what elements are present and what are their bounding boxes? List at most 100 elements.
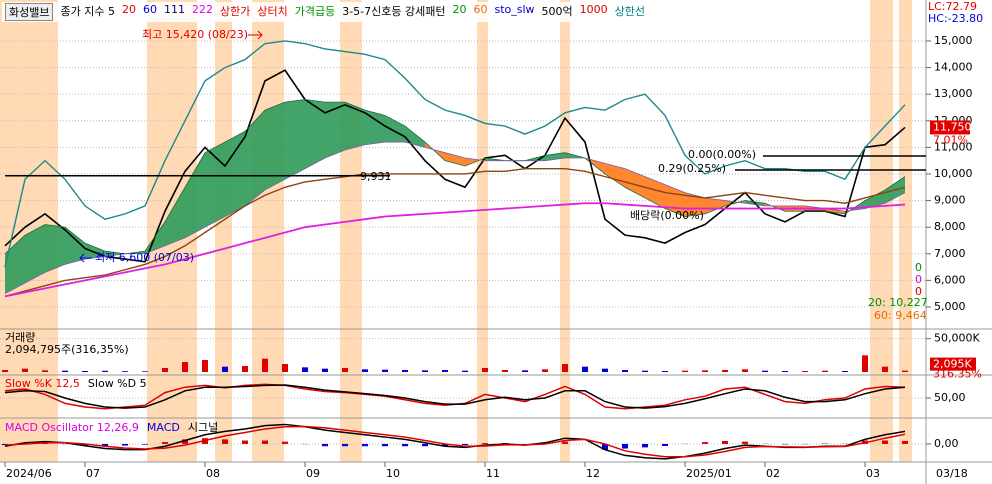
volume-bar <box>2 370 8 372</box>
volume-tag <box>930 357 976 371</box>
annotation: 0 <box>915 285 922 298</box>
volume-bar <box>602 368 608 372</box>
highlight-band <box>477 0 488 462</box>
volume-bar <box>342 368 348 372</box>
volume-bar <box>842 371 848 372</box>
volume-bar <box>502 370 508 372</box>
volume-bar <box>202 360 208 372</box>
legend-item: 111 <box>163 3 185 16</box>
volume-bar <box>702 370 708 372</box>
legend-label: 시그널 <box>188 421 218 434</box>
oscillator-bar <box>562 441 568 444</box>
x-tick-label: 2024/06 <box>6 467 52 480</box>
y-tick-label: 50,000K <box>934 332 980 345</box>
volume-bar <box>422 370 428 372</box>
legend-item: sto_slw <box>494 3 535 16</box>
cloud-segment <box>625 168 645 198</box>
volume-change: 316.35% <box>933 368 982 381</box>
oscillator-bar <box>882 440 888 444</box>
x-tick-label: 07 <box>86 467 100 480</box>
oscillator-bar <box>362 443 368 447</box>
volume-bar <box>282 364 288 372</box>
cloud-segment <box>365 110 385 145</box>
x-tick-label: 12 <box>586 467 600 480</box>
annotation: HC:-23.80 <box>928 12 983 25</box>
oscillator-bar <box>382 443 388 447</box>
annotation-arrow <box>79 253 92 263</box>
cloud-segment <box>825 208 845 214</box>
oscillator-bar <box>222 439 228 444</box>
volume-bar <box>462 370 468 372</box>
volume-bar <box>122 371 128 372</box>
cloud-segment <box>265 102 285 190</box>
series-line <box>4 384 906 409</box>
legend-item: 222 <box>191 3 213 16</box>
volume-bar <box>642 370 648 372</box>
oscillator-bar <box>742 441 748 444</box>
annotation: 배당락(0.00%) <box>630 209 704 222</box>
volume-bar <box>682 370 688 372</box>
volume-bar <box>302 367 308 372</box>
oscillator-bar <box>902 440 908 444</box>
legend-item: 20 <box>452 3 467 16</box>
legend-item: 20 <box>121 3 136 16</box>
legend: 화성밸브 종가 지수 5 20 60 111 222 상한가 상터치 가격급등 3-5-7신호등 … <box>2 2 649 22</box>
volume-bar <box>322 368 328 372</box>
cloud-segment <box>385 115 405 143</box>
volume-bar <box>622 370 628 372</box>
volume-bar <box>782 371 788 372</box>
cloud-segment <box>705 197 725 214</box>
y-tick-label: 50,00 <box>934 391 966 404</box>
annotation: 최저 6,600 (07/03) <box>95 251 194 264</box>
series-line <box>4 99 906 255</box>
x-tick-label: 10 <box>386 467 400 480</box>
cloud-segment <box>165 187 185 246</box>
legend-item: 60 <box>142 3 157 16</box>
oscillator-bar <box>462 443 468 446</box>
x-tick-label: 08 <box>206 467 220 480</box>
legend-label: Slow %D 5 <box>88 377 147 390</box>
highlight-band <box>215 0 232 462</box>
oscillator-bar <box>322 443 328 447</box>
cloud-segment <box>45 224 65 273</box>
x-tick-label: 03/18 <box>936 467 968 480</box>
legend-item: 상터치 <box>257 5 288 18</box>
series-line <box>4 425 906 458</box>
volume-bar <box>762 370 768 372</box>
oscillator-bar <box>622 443 628 449</box>
oscillator-bar <box>262 440 268 444</box>
oscillator-bar <box>102 443 108 447</box>
oscillator-bar <box>162 442 168 444</box>
volume-bar <box>542 369 548 372</box>
annotation: 0.00(0.00%) <box>688 148 756 161</box>
highlight-band <box>560 0 570 462</box>
annotation: 0.29(0.25%) <box>658 162 726 175</box>
series-line <box>4 40 906 268</box>
oscillator-bar <box>602 443 608 450</box>
legend-item: 60 <box>473 3 488 16</box>
volume-bar <box>62 370 68 372</box>
x-tick-label: 03 <box>866 467 880 480</box>
cloud-segment <box>105 251 125 257</box>
legend-item: 상한선 <box>614 5 646 18</box>
cloud-segment <box>345 102 365 151</box>
volume-bar <box>102 370 108 372</box>
legend-item: 상한가 <box>219 5 251 18</box>
volume-bar <box>862 355 868 372</box>
oscillator-bar <box>182 439 188 444</box>
oscillator-bar <box>122 443 128 446</box>
legend-item: 1000 <box>579 3 608 16</box>
volume-bar <box>362 369 368 372</box>
volume-bar <box>222 366 228 372</box>
cloud-segment <box>245 110 265 206</box>
y-tick-label: 0,00 <box>934 437 959 450</box>
volume-bar <box>442 370 448 372</box>
legend-item: 화성밸브 <box>5 3 54 21</box>
x-tick-label: 02 <box>766 467 780 480</box>
panel-subtitle: 2,094,795주(316,35%) <box>5 343 129 356</box>
series-line <box>4 167 906 298</box>
annotation: 0 <box>915 261 922 274</box>
volume-bar <box>662 371 668 372</box>
y-tick-label: 6,000 <box>934 273 966 286</box>
